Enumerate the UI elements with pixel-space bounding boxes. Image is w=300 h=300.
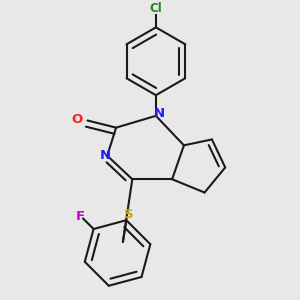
Text: N: N [154, 107, 165, 120]
Text: S: S [124, 208, 134, 221]
Text: Cl: Cl [149, 2, 162, 15]
Text: O: O [71, 112, 83, 125]
Text: F: F [76, 210, 85, 223]
Text: N: N [99, 148, 110, 162]
